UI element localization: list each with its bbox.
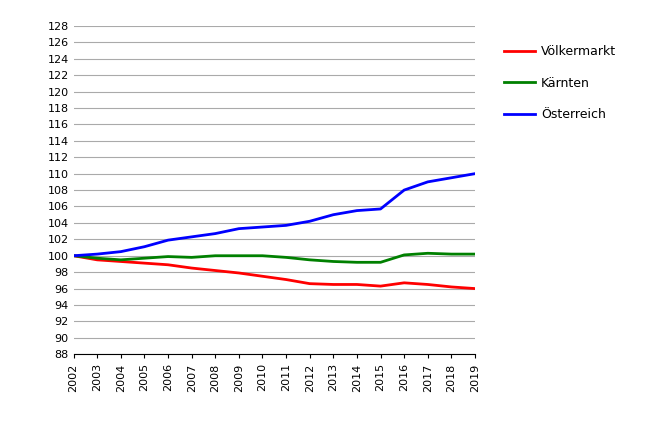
Legend: Völkermarkt, Kärnten, Österreich: Völkermarkt, Kärnten, Österreich <box>497 39 622 128</box>
